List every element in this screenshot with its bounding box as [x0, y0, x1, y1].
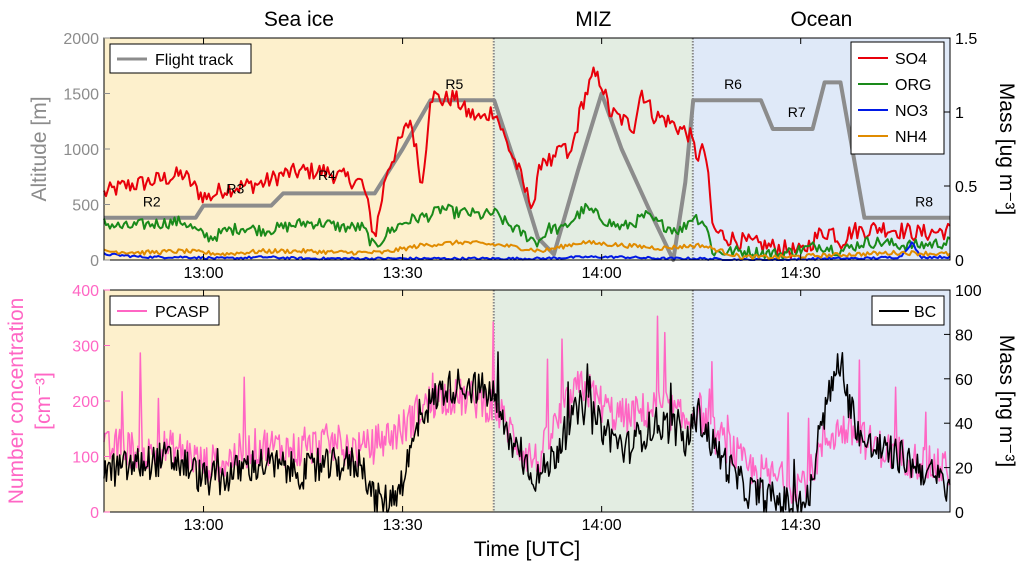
top-axis-ticks: 13:00 13:30 14:00 14:30 0 500 1000 1500 2000 0 0.5… — [63, 31, 977, 282]
run-label-r8: R8 — [915, 194, 933, 210]
x-tick-label: 14:30 — [781, 517, 821, 534]
x-tick-label: 13:30 — [383, 265, 423, 282]
region-labels: Sea ice MIZ Ocean — [264, 8, 852, 31]
run-labels: R2 R3 R4 R5 R6 R7 R8 — [143, 76, 933, 210]
run-label-r6: R6 — [724, 76, 742, 92]
y-tick-label-left: 200 — [72, 394, 99, 411]
series-pcasp-line — [103, 315, 951, 504]
series-nh4-line — [103, 239, 951, 261]
x-tick-label: 13:00 — [184, 265, 224, 282]
y-tick-label-left: 400 — [72, 283, 99, 300]
run-label-r5: R5 — [445, 76, 463, 92]
y-tick-label-left: 1500 — [63, 87, 99, 104]
bc-legend-label: BC — [914, 304, 936, 321]
bottom-axis-ticks: 13:00 13:30 14:00 14:30 0 100 200 300 400 0 20 40 60… — [72, 283, 982, 534]
x-tick-label: 14:00 — [582, 265, 622, 282]
x-tick-label: 14:00 — [582, 517, 622, 534]
bottom-panel: 13:00 13:30 14:00 14:30 0 100 200 300 400 0 20 40 60… — [5, 283, 1018, 561]
bottom-region-backgrounds — [104, 290, 950, 512]
bc-legend: BC — [871, 295, 945, 326]
top-right-axis-label: Mass [ug m⁻³] — [995, 83, 1018, 215]
legend-label-no3: NO3 — [895, 103, 928, 120]
x-tick-label: 13:30 — [383, 517, 423, 534]
series-so4-line — [103, 66, 951, 260]
bottom-left-axis-label-line1: Number concentration — [5, 298, 28, 505]
run-label-r3: R3 — [226, 180, 244, 196]
x-tick-label: 13:00 — [184, 517, 224, 534]
x-tick-label: 14:30 — [781, 265, 821, 282]
flight-track-legend: Flight track — [109, 43, 252, 74]
y-tick-label-left: 500 — [72, 198, 99, 215]
y-tick-label-right: 40 — [955, 416, 973, 433]
region-label-miz: MIZ — [575, 8, 611, 31]
y-tick-label-right: 1.5 — [955, 31, 977, 48]
x-axis-label: Time [UTC] — [474, 538, 581, 561]
legend-label-nh4: NH4 — [895, 129, 927, 146]
region-label-ocean: Ocean — [790, 8, 852, 31]
y-tick-label-right: 0 — [955, 505, 964, 522]
y-tick-label-right: 1 — [955, 105, 964, 122]
run-label-r4: R4 — [318, 167, 336, 183]
bottom-left-axis-label-line2: [cm⁻³] — [32, 372, 55, 430]
series-bc-line — [103, 351, 951, 513]
pcasp-legend: PCASP — [109, 295, 220, 326]
y-tick-label-right: 0.5 — [955, 179, 977, 196]
legend-label-org: ORG — [895, 77, 931, 94]
y-tick-label-left: 2000 — [63, 31, 99, 48]
top-panel: Sea ice MIZ Ocean R2 R3 R4 R5 R6 R7 R8 13:00 13:3… — [28, 8, 1018, 282]
y-tick-label-right: 0 — [955, 253, 964, 270]
y-tick-label-left: 1000 — [63, 142, 99, 159]
y-tick-label-left: 300 — [72, 339, 99, 356]
bottom-right-axis-label: Mass [ng m⁻³] — [995, 335, 1018, 467]
flight-track-legend-label: Flight track — [155, 52, 234, 69]
y-tick-label-right: 100 — [955, 283, 982, 300]
legend-label-so4: SO4 — [895, 51, 927, 68]
species-legend: SO4 ORG NO3 NH4 — [850, 41, 945, 155]
series-org-line — [103, 202, 951, 261]
run-label-r2: R2 — [143, 194, 161, 210]
bottom-series-lines — [103, 315, 951, 513]
y-tick-label-left: 0 — [90, 253, 99, 270]
flight-track-line — [104, 80, 950, 262]
run-label-r7: R7 — [788, 104, 806, 120]
region-label-sea-ice: Sea ice — [264, 8, 334, 31]
pcasp-legend-label: PCASP — [155, 304, 209, 321]
y-tick-label-left: 0 — [90, 505, 99, 522]
y-tick-label-right: 60 — [955, 372, 973, 389]
y-tick-label-left: 100 — [72, 450, 99, 467]
y-tick-label-right: 80 — [955, 327, 973, 344]
region-miz-background — [493, 38, 693, 260]
top-left-axis-label: Altitude [m] — [28, 96, 51, 201]
y-tick-label-right: 20 — [955, 461, 973, 478]
